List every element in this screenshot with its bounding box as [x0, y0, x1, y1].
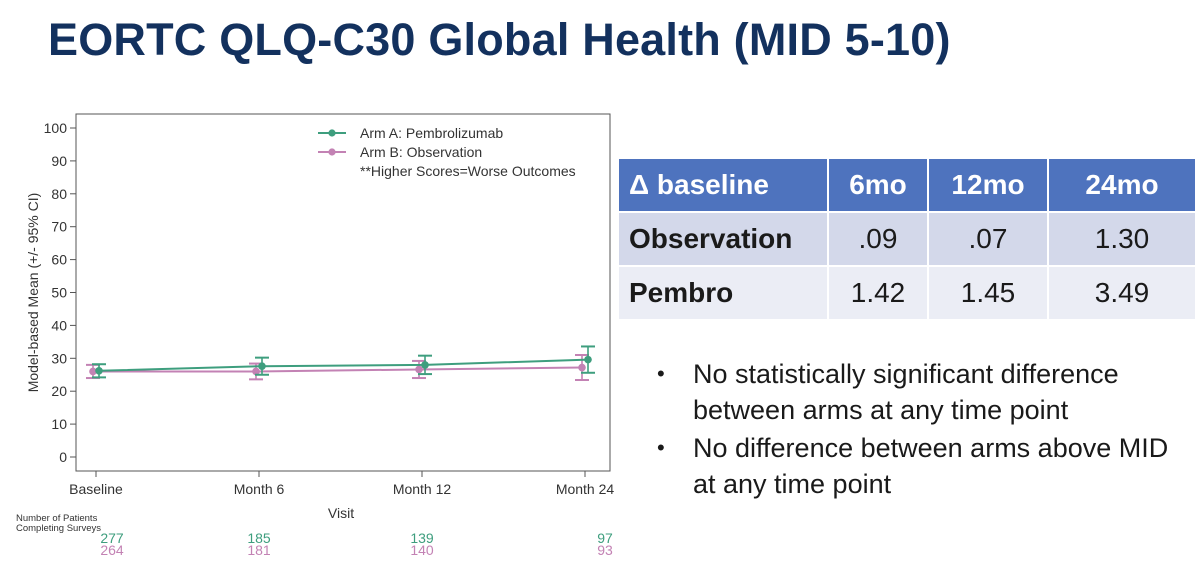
data-point: [89, 367, 97, 376]
table-cell: 1.42: [827, 265, 929, 321]
patient-count: 264: [100, 542, 124, 558]
table-header-cell: 6mo: [827, 157, 929, 213]
table-cell: 3.49: [1047, 265, 1197, 321]
legend-label: Arm A: Pembrolizumab: [360, 125, 503, 141]
data-point: [584, 355, 592, 364]
x-axis-title: Visit: [328, 505, 354, 521]
data-point: [95, 367, 103, 375]
legend-marker: [328, 129, 336, 137]
patients-label: Completing Surveys: [16, 523, 101, 534]
delta-baseline-table: Δ baseline 6mo 12mo 24mo Observation .09…: [617, 157, 1197, 321]
line-chart: 0 10 20 30 40 50 60 70 80 90 100 Baseline Month 6 Mon…: [16, 113, 615, 558]
y-tick-label: 60: [51, 252, 67, 268]
data-point: [415, 365, 423, 374]
y-tick-label: 100: [44, 120, 68, 136]
patient-count: 181: [247, 542, 271, 558]
table-header-cell: 12mo: [927, 157, 1049, 213]
table-cell: Pembro: [617, 265, 829, 321]
chart-annotation: **Higher Scores=Worse Outcomes: [360, 163, 576, 179]
legend-label: Arm B: Observation: [360, 144, 482, 160]
series-line: [98, 358, 589, 372]
x-tick-label: Month 24: [556, 481, 615, 497]
data-point: [258, 362, 266, 370]
series-line: [93, 366, 583, 373]
data-point: [578, 363, 586, 372]
y-tick-label: 50: [51, 285, 67, 301]
bullet-dot-icon: •: [657, 361, 665, 386]
table-cell: 1.30: [1047, 211, 1197, 267]
x-tick-label: Baseline: [69, 481, 123, 497]
patient-count: 139: [410, 530, 434, 546]
y-tick-label: 30: [51, 350, 67, 366]
y-tick-label: 10: [51, 416, 67, 432]
y-tick-label: 0: [59, 449, 67, 465]
bullet-list: • No statistically significant difference…: [655, 356, 1175, 504]
table-cell: 1.45: [927, 265, 1049, 321]
patient-count: 140: [410, 542, 434, 558]
table-cell: Observation: [617, 211, 829, 267]
data-point: [421, 361, 429, 369]
table-row: Observation .09 .07 1.30: [617, 211, 1197, 267]
bullet-text: No difference between arms above MID at …: [693, 433, 1169, 499]
bullet-item: • No statistically significant difference…: [655, 356, 1175, 428]
y-tick-label: 90: [51, 153, 67, 169]
table-cell: .09: [827, 211, 929, 267]
patient-count: 185: [247, 530, 271, 546]
slide-title: EORTC QLQ-C30 Global Health (MID 5-10): [48, 14, 951, 65]
patient-count: 93: [597, 542, 613, 558]
bullet-text: No statistically significant difference …: [693, 359, 1119, 425]
patient-count: 277: [100, 530, 124, 546]
y-tick-label: 80: [51, 186, 67, 202]
table-header-cell: 24mo: [1047, 157, 1197, 213]
patient-count: 97: [597, 530, 613, 546]
data-point: [252, 367, 260, 376]
patients-label: Number of Patients: [16, 513, 98, 524]
table-header-cell: Δ baseline: [617, 157, 829, 213]
y-axis-title: Model-based Mean (+/- 95% CI): [25, 193, 41, 393]
y-tick-label: 70: [51, 219, 67, 235]
table-row: Pembro 1.42 1.45 3.49: [617, 265, 1197, 321]
y-tick-label: 20: [51, 383, 67, 399]
y-tick-label: 40: [51, 317, 67, 333]
table-header-row: Δ baseline 6mo 12mo 24mo: [617, 157, 1197, 213]
x-tick-label: Month 12: [393, 481, 452, 497]
x-tick-label: Month 6: [234, 481, 285, 497]
table-cell: .07: [927, 211, 1049, 267]
legend-marker: [328, 148, 336, 156]
bullet-dot-icon: •: [657, 435, 665, 460]
bullet-item: • No difference between arms above MID at…: [655, 430, 1175, 502]
